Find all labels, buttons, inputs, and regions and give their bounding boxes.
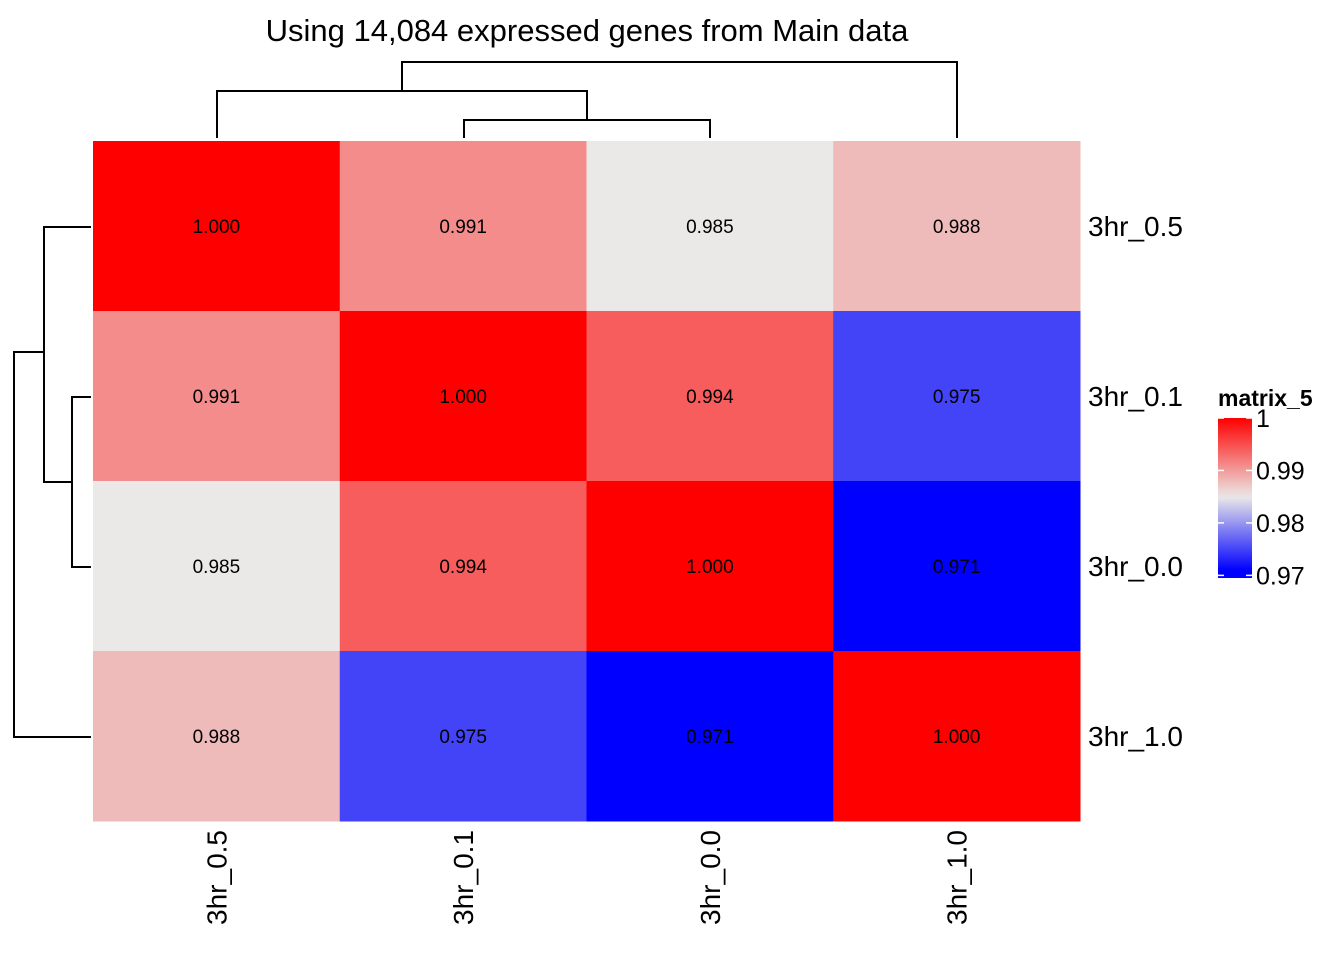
cell-value-r1-c3: 0.985 <box>686 217 734 238</box>
cell-value-r1-c1: 1.000 <box>193 217 241 238</box>
cell-value-r4-c3: 0.971 <box>686 727 734 748</box>
col-dendro-branch-middle <box>216 90 588 138</box>
cell-value-r3-c4: 0.971 <box>933 557 981 578</box>
heatmap-cell-r2-c4 <box>833 311 1081 482</box>
row-label-4: 3hr_1.0 <box>1088 721 1183 752</box>
row-dendro-branch-root <box>13 351 91 738</box>
row-label-2: 3hr_0.1 <box>1088 381 1183 412</box>
heatmap-cell-r4-c3 <box>586 651 834 822</box>
cell-value-r2-c3: 0.994 <box>686 387 734 408</box>
cell-value-r1-c4: 0.988 <box>933 217 981 238</box>
color-legend: matrix_5 1 0.99 0.98 0.97 <box>1218 385 1313 590</box>
heatmap-cell-r1-c2 <box>339 141 587 312</box>
heatmap-cell-r3-c4 <box>833 481 1081 652</box>
heatmap-cell-r4-c1 <box>93 651 341 822</box>
heatmap-cell-r2-c1 <box>93 311 341 482</box>
heatmap-cell-r4-c4 <box>833 651 1081 822</box>
cell-value-r1-c2: 0.991 <box>439 217 487 238</box>
cell-value-r2-c4: 0.975 <box>933 387 981 408</box>
legend-tick-label-4: 0.97 <box>1256 562 1305 590</box>
column-labels: 3hr_0.5 3hr_0.1 3hr_0.0 3hr_1.0 <box>201 830 972 925</box>
row-dendro-branch-inner <box>71 396 91 568</box>
heatmap-cell-r2-c3 <box>586 311 834 482</box>
heatmap-cell-r3-c2 <box>339 481 587 652</box>
cell-value-r2-c2: 1.000 <box>439 387 487 408</box>
col-dendro-branch-inner <box>463 119 711 138</box>
cell-value-r2-c1: 0.991 <box>193 387 241 408</box>
heatmap-cell-r1-c4 <box>833 141 1081 312</box>
heatmap-cell-r1-c1 <box>93 141 341 312</box>
chart-title: Using 14,084 expressed genes from Main d… <box>266 13 910 48</box>
heatmap-cells <box>93 141 1081 822</box>
cell-value-r3-c1: 0.985 <box>193 557 241 578</box>
column-label-1: 3hr_0.5 <box>201 830 232 925</box>
cell-value-r3-c3: 1.000 <box>686 557 734 578</box>
column-label-3: 3hr_0.0 <box>695 830 726 925</box>
row-dendro-branch-middle <box>43 226 91 483</box>
legend-tick-label-3: 0.98 <box>1256 510 1305 538</box>
heatmap-cell-r3-c3 <box>586 481 834 652</box>
heatmap-cell-r3-c1 <box>93 481 341 652</box>
legend-title: matrix_5 <box>1218 385 1313 411</box>
cell-value-r4-c1: 0.988 <box>193 727 241 748</box>
row-labels: 3hr_0.5 3hr_0.1 3hr_0.0 3hr_1.0 <box>1088 211 1183 752</box>
row-dendrogram <box>13 226 91 738</box>
column-dendrogram <box>216 61 958 138</box>
cell-value-r4-c2: 0.975 <box>439 727 487 748</box>
column-label-2: 3hr_0.1 <box>448 830 479 925</box>
row-label-3: 3hr_0.0 <box>1088 551 1183 582</box>
legend-color-bar <box>1218 418 1252 578</box>
cell-value-r3-c2: 0.994 <box>439 557 487 578</box>
heatmap-cell-r2-c2 <box>339 311 587 482</box>
legend-tick-label-1: 1 <box>1256 405 1270 433</box>
legend-ticks: 1 0.99 0.98 0.97 <box>1218 405 1305 590</box>
col-dendro-branch-root <box>401 61 958 138</box>
heatmap-cell-labels: 1.000 0.991 0.985 0.988 0.991 1.000 0.994 0.975… <box>193 217 981 748</box>
column-label-4: 3hr_1.0 <box>942 830 973 925</box>
cell-value-r4-c4: 1.000 <box>933 727 981 748</box>
row-label-1: 3hr_0.5 <box>1088 211 1183 242</box>
legend-tick-label-2: 0.99 <box>1256 457 1305 485</box>
heatmap-cell-r4-c2 <box>339 651 587 822</box>
heatmap-cell-r1-c3 <box>586 141 834 312</box>
